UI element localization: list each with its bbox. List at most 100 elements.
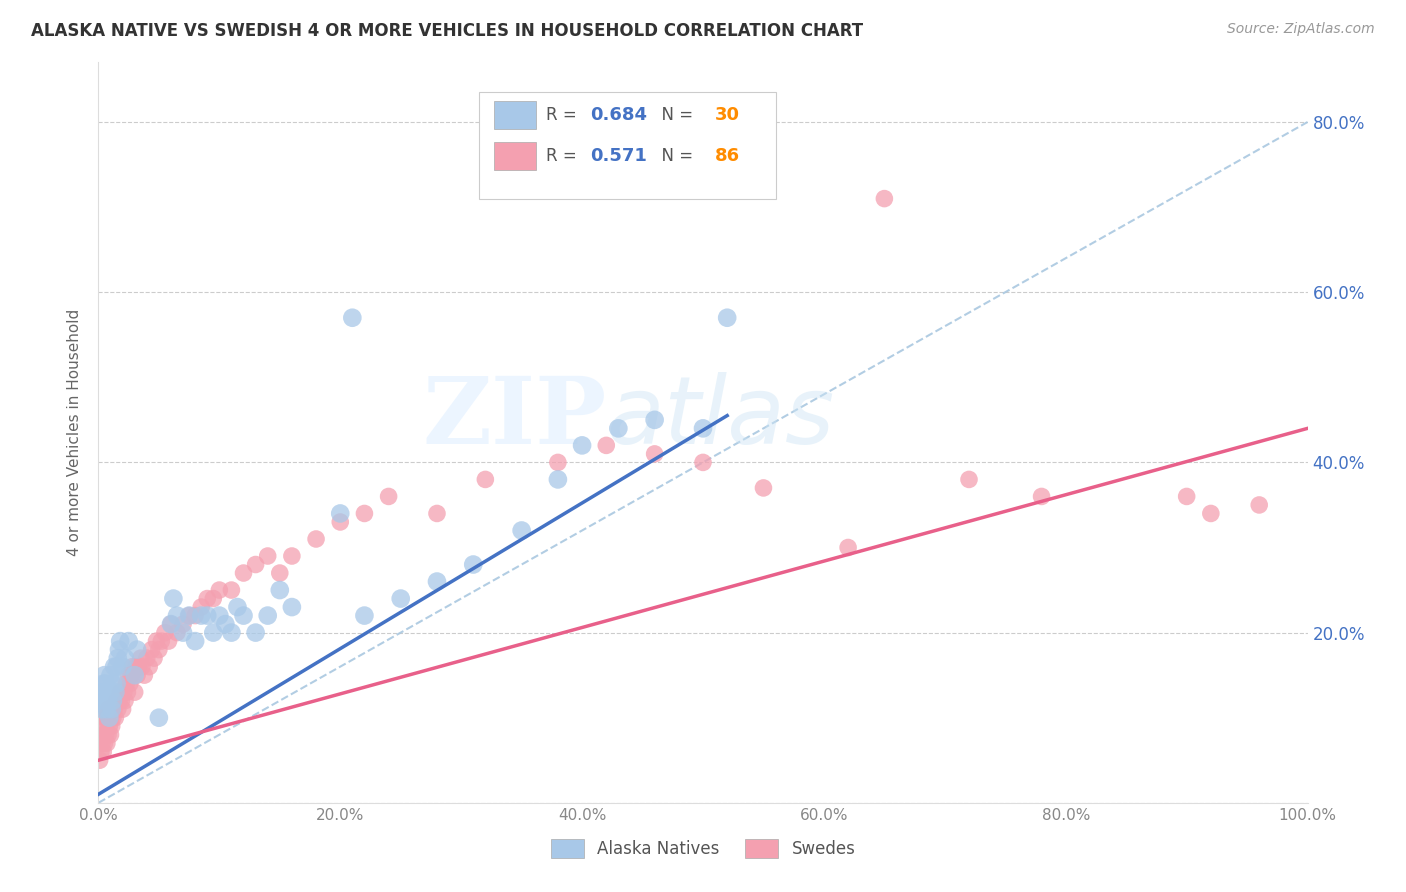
Point [100, 702, 122, 716]
Point [127, 659, 149, 673]
Point [474, 472, 496, 486]
Point [1249, 498, 1271, 512]
Point [157, 634, 180, 648]
Point [96, 711, 118, 725]
Point [547, 455, 569, 469]
Text: atlas: atlas [606, 372, 835, 463]
Point [202, 625, 225, 640]
Text: Source: ZipAtlas.com: Source: ZipAtlas.com [1227, 22, 1375, 37]
Point [108, 634, 131, 648]
Point [190, 608, 212, 623]
Point [97, 702, 120, 716]
Point [124, 685, 146, 699]
Point [1031, 490, 1053, 504]
Point [117, 685, 139, 699]
Point [547, 472, 569, 486]
Point [104, 711, 127, 725]
Point [105, 659, 128, 673]
Point [195, 608, 218, 623]
Point [89, 753, 111, 767]
Point [426, 507, 449, 521]
Text: ZIP: ZIP [422, 373, 606, 463]
Point [752, 481, 775, 495]
Point [184, 608, 207, 623]
Point [91, 728, 114, 742]
Text: N =: N = [651, 146, 699, 165]
Point [269, 582, 291, 597]
Point [226, 600, 249, 615]
Text: N =: N = [651, 106, 699, 124]
Point [100, 668, 122, 682]
Point [305, 532, 328, 546]
Point [101, 711, 124, 725]
Point [190, 600, 212, 615]
Point [510, 524, 533, 538]
Point [108, 685, 131, 699]
Point [131, 659, 153, 673]
Point [269, 566, 291, 580]
Point [644, 447, 666, 461]
Point [134, 668, 156, 682]
Point [160, 617, 183, 632]
Point [166, 625, 188, 640]
Point [105, 676, 128, 690]
Point [138, 659, 160, 673]
Point [96, 702, 118, 716]
Point [329, 507, 352, 521]
Point [202, 591, 225, 606]
Point [103, 702, 125, 716]
Point [111, 702, 134, 716]
Point [281, 600, 304, 615]
Point [141, 642, 163, 657]
Legend: Alaska Natives, Swedes: Alaska Natives, Swedes [544, 833, 862, 865]
Point [101, 694, 124, 708]
Point [195, 591, 218, 606]
Point [160, 617, 183, 632]
Point [94, 728, 117, 742]
Point [208, 582, 231, 597]
Point [93, 685, 115, 699]
Point [98, 702, 121, 716]
Point [172, 617, 194, 632]
Point [107, 702, 129, 716]
Point [90, 685, 112, 699]
Point [108, 694, 131, 708]
Point [121, 659, 143, 673]
Point [118, 668, 141, 682]
Point [837, 541, 859, 555]
Point [96, 736, 118, 750]
Point [112, 685, 135, 699]
Point [107, 651, 129, 665]
Point [281, 549, 304, 563]
Text: 30: 30 [716, 106, 740, 124]
Point [94, 676, 117, 690]
Point [111, 659, 134, 673]
Point [114, 651, 136, 665]
Point [93, 668, 115, 682]
Point [125, 659, 148, 673]
Point [692, 421, 714, 435]
Point [153, 625, 176, 640]
Point [120, 668, 142, 682]
Point [98, 719, 121, 733]
Point [93, 711, 115, 725]
Point [103, 659, 125, 673]
Point [873, 192, 896, 206]
Text: 86: 86 [716, 146, 740, 165]
Point [110, 694, 132, 708]
Point [93, 736, 115, 750]
Point [179, 608, 201, 623]
Point [377, 490, 399, 504]
Point [329, 515, 352, 529]
Point [389, 591, 412, 606]
Point [105, 694, 128, 708]
Point [162, 591, 184, 606]
Text: 0.684: 0.684 [591, 106, 648, 124]
Point [426, 574, 449, 589]
Point [148, 642, 170, 657]
Point [97, 694, 120, 708]
Point [245, 558, 267, 572]
Point [463, 558, 485, 572]
Point [100, 719, 122, 733]
Text: 0.571: 0.571 [591, 146, 647, 165]
